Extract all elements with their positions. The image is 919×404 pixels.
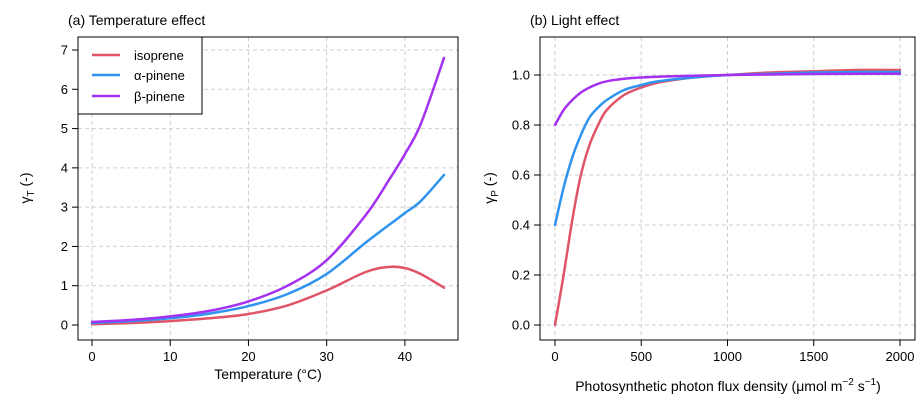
panel-a-x-tick-label-4: 40 bbox=[398, 349, 412, 364]
panel-b-series bbox=[553, 68, 902, 327]
panel-b-y-label-symbol: γ bbox=[481, 197, 497, 204]
panel-b-y-axis-label: γP (-) bbox=[481, 172, 501, 204]
panel-a-x-tick-label-0: 0 bbox=[88, 349, 95, 364]
panel-a-x-tick-label-3: 30 bbox=[319, 349, 333, 364]
panel-a-y-tick-label-7: 7 bbox=[61, 43, 68, 58]
panel-a-y-tick-label-1: 1 bbox=[61, 278, 68, 293]
panel-b-x-tick-label-1: 500 bbox=[630, 349, 652, 364]
panel-temperature-effect: (a) Temperature effect 0 10 20 30 40 0 1 2 3 4 5 6 7… bbox=[17, 12, 459, 382]
panel-a-x-axis-label: Temperature (°C) bbox=[214, 366, 322, 382]
panel-b-x-label-main: Photosynthetic photon flux density (μmol… bbox=[575, 378, 842, 394]
panel-b-series-isoprene bbox=[553, 68, 902, 327]
panel-a-series bbox=[90, 56, 446, 326]
legend: isoprene α-pinene β-pinene bbox=[77, 36, 203, 115]
panel-a-y-label-symbol: γ bbox=[17, 197, 33, 204]
panel-b-x-axis-label: Photosynthetic photon flux density (μmol… bbox=[575, 377, 881, 394]
panel-b-x-tick-label-2: 1000 bbox=[713, 349, 742, 364]
panel-b-x-label-exponent-2: −1 bbox=[865, 377, 877, 388]
panel-b-axes: 0 500 1000 1500 2000 0.0 0.2 0.4 0.6 0.8 1.0 bbox=[512, 68, 915, 365]
panel-a-x-tick-label-2: 20 bbox=[241, 349, 255, 364]
panel-b-grid bbox=[540, 37, 915, 340]
panel-b-frame bbox=[539, 36, 916, 341]
panel-b-x-label-exponent-1: −2 bbox=[842, 377, 854, 388]
panel-b-title: (b) Light effect bbox=[530, 12, 619, 28]
panel-a-y-tick-label-3: 3 bbox=[61, 200, 68, 215]
legend-label-beta-pinene: β-pinene bbox=[134, 89, 185, 104]
panel-a-x-tick-label-1: 10 bbox=[163, 349, 177, 364]
panel-a-axes: 0 10 20 30 40 0 1 2 3 4 5 6 7 bbox=[61, 43, 412, 365]
panel-a-y-tick-label-6: 6 bbox=[61, 82, 68, 97]
panel-b-x-label-end: ) bbox=[876, 378, 881, 394]
panel-b-x-tick-label-3: 1500 bbox=[799, 349, 828, 364]
panel-b-y-tick-label-1: 0.2 bbox=[512, 268, 530, 283]
panel-a-series-alpha-pinene bbox=[90, 173, 446, 325]
panel-b-series-beta-pinene bbox=[553, 72, 902, 127]
panel-b-y-label-subscript: P bbox=[490, 190, 501, 197]
panel-a-title: (a) Temperature effect bbox=[68, 12, 205, 28]
panel-light-effect: (b) Light effect 0 500 1000 1500 20000.00.20… bbox=[481, 12, 916, 394]
panel-b-x-tick-label-0: 0 bbox=[551, 349, 558, 364]
panel-a-y-tick-label-2: 2 bbox=[61, 239, 68, 254]
legend-label-isoprene: isoprene bbox=[134, 48, 184, 63]
panel-a-y-label-subscript: T bbox=[26, 190, 37, 196]
panel-b-y-tick-label-5: 1.0 bbox=[512, 68, 530, 83]
panel-a-y-tick-label-0: 0 bbox=[61, 318, 68, 333]
panel-b-y-tick-label-2: 0.4 bbox=[512, 218, 530, 233]
panel-a-series-isoprene bbox=[90, 265, 446, 326]
panel-b-x-tick-label-4: 2000 bbox=[886, 349, 915, 364]
panel-a-y-tick-label-4: 4 bbox=[61, 160, 68, 175]
panel-b-y-label-suffix: (-) bbox=[481, 172, 497, 190]
panel-a-y-tick-label-5: 5 bbox=[61, 121, 68, 136]
panel-b-y-tick-label-4: 0.8 bbox=[512, 118, 530, 133]
panel-a-frame bbox=[77, 36, 459, 341]
panel-b-x-label-mid: s bbox=[854, 378, 865, 394]
panel-b-y-tick-label-3: 0.6 bbox=[512, 168, 530, 183]
panel-a-y-label-suffix: (-) bbox=[17, 173, 33, 191]
panel-a-y-axis-label: γT (-) bbox=[17, 173, 37, 204]
panel-b-y-tick-label-0: 0.0 bbox=[512, 318, 530, 333]
legend-label-alpha-pinene: α-pinene bbox=[134, 68, 185, 83]
panel-a-series-beta-pinene bbox=[90, 56, 446, 324]
